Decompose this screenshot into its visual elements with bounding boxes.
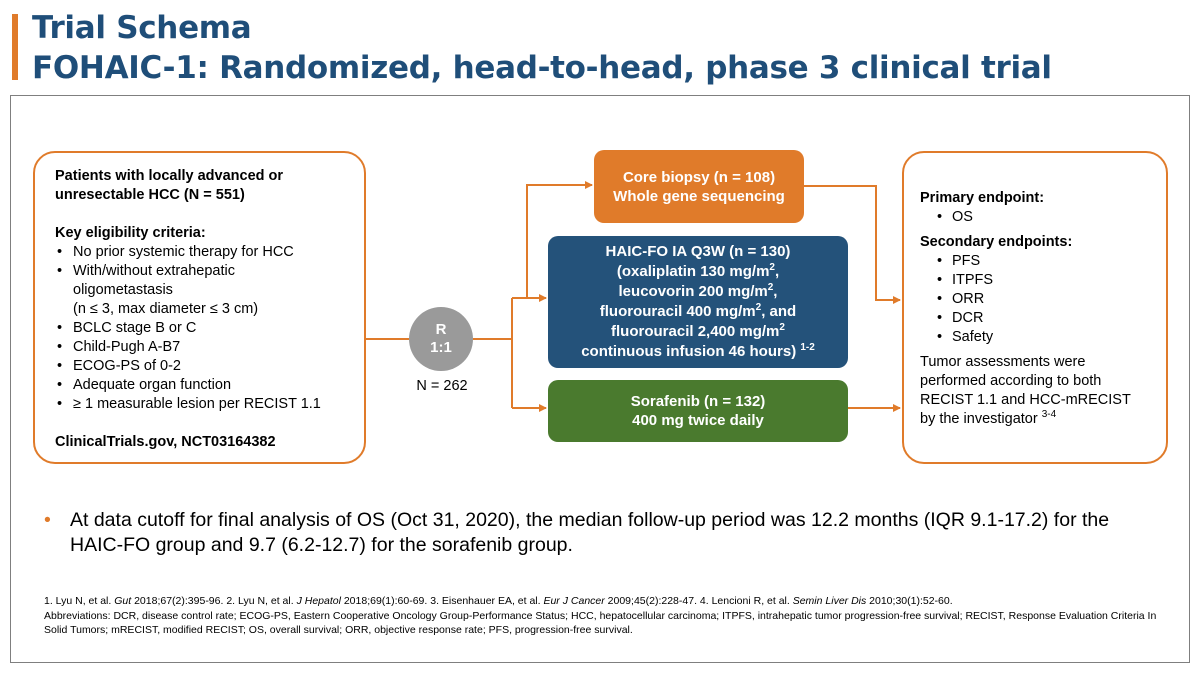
randomization-label: R bbox=[435, 321, 447, 338]
criteria-item: Adequate organ function bbox=[55, 376, 354, 395]
primary-endpoint-heading: Primary endpoint: bbox=[920, 190, 1045, 206]
registry-id: ClinicalTrials.gov, NCT03164382 bbox=[55, 434, 276, 450]
schema-frame bbox=[10, 95, 1190, 663]
criteria-list: No prior systemic therapy for HCC With/w… bbox=[55, 243, 354, 414]
patients-box: Patients with locally advanced or unrese… bbox=[33, 151, 366, 464]
endpoint-item: Safety bbox=[920, 328, 1154, 347]
randomized-count: N = 262 bbox=[416, 378, 468, 394]
references: 1. Lyu N, et al. Gut 2018;67(2):395-96. … bbox=[44, 595, 953, 607]
criteria-item: ≥ 1 measurable lesion per RECIST 1.1 bbox=[55, 395, 354, 414]
haic-arm-box: HAIC-FO IA Q3W (n = 130) (oxaliplatin 13… bbox=[548, 236, 848, 368]
secondary-endpoint-heading: Secondary endpoints: bbox=[920, 234, 1073, 250]
patients-heading-1: Patients with locally advanced or bbox=[55, 168, 284, 184]
endpoint-item: OS bbox=[920, 208, 1154, 227]
biopsy-detail: Whole gene sequencing bbox=[613, 187, 785, 205]
followup-bullet: • At data cutoff for final analysis of O… bbox=[44, 508, 1164, 558]
title-line-2: FOHAIC-1: Randomized, head-to-head, phas… bbox=[32, 50, 1052, 86]
randomization-circle: R 1:1 bbox=[409, 307, 473, 371]
criteria-item: No prior systemic therapy for HCC bbox=[55, 243, 354, 262]
sorafenib-arm-box: Sorafenib (n = 132) 400 mg twice daily bbox=[548, 380, 848, 442]
sorafenib-dose: 400 mg twice daily bbox=[632, 412, 764, 429]
haic-drug-2: leucovorin 200 mg/m2, bbox=[618, 282, 778, 301]
sorafenib-title: Sorafenib (n = 132) bbox=[630, 393, 766, 410]
biopsy-title: Core biopsy (n = 108) bbox=[622, 168, 776, 186]
assessment-note: Tumor assessments were performed accordi… bbox=[920, 354, 1131, 427]
haic-drug-1: (oxaliplatin 130 mg/m2, bbox=[616, 262, 780, 281]
criteria-item: BCLC stage B or C bbox=[55, 319, 354, 338]
endpoint-item: ORR bbox=[920, 290, 1154, 309]
assessment-ref: 3-4 bbox=[1041, 409, 1057, 421]
title-line-1: Trial Schema bbox=[32, 10, 252, 46]
criteria-item: With/without extrahepatic oligometastasi… bbox=[55, 262, 354, 319]
followup-text: At data cutoff for final analysis of OS … bbox=[70, 509, 1110, 556]
page-title: Trial Schema FOHAIC-1: Randomized, head-… bbox=[32, 8, 1052, 88]
criteria-item: Child-Pugh A-B7 bbox=[55, 338, 354, 357]
endpoint-item: PFS bbox=[920, 252, 1154, 271]
haic-drug-3: fluorouracil 400 mg/m2, and bbox=[599, 302, 797, 321]
endpoints-box: Primary endpoint: OS Secondary endpoints… bbox=[902, 151, 1168, 464]
title-accent-bar bbox=[12, 14, 18, 80]
bullet-marker: • bbox=[44, 509, 51, 531]
primary-endpoint-list: OS bbox=[920, 208, 1154, 227]
abbreviations: Abbreviations: DCR, disease control rate… bbox=[44, 609, 1157, 637]
haic-title: HAIC-FO IA Q3W (n = 130) bbox=[605, 243, 791, 260]
arrow-to-biopsy bbox=[526, 181, 593, 298]
endpoint-item: ITPFS bbox=[920, 271, 1154, 290]
criteria-heading: Key eligibility criteria: bbox=[55, 225, 206, 241]
secondary-endpoint-list: PFS ITPFS ORR DCR Safety bbox=[920, 252, 1154, 347]
biopsy-box: Core biopsy (n = 108) Whole gene sequenc… bbox=[594, 150, 804, 223]
haic-infusion: continuous infusion 46 hours) 1-2 bbox=[581, 342, 815, 361]
randomization-ratio: 1:1 bbox=[430, 339, 452, 356]
footnotes: 1. Lyu N, et al. Gut 2018;67(2):395-96. … bbox=[44, 594, 1174, 638]
arrow-biopsy-to-endpoints bbox=[804, 185, 901, 304]
haic-drug-4: fluorouracil 2,400 mg/m2 bbox=[611, 322, 785, 341]
criteria-item: ECOG-PS of 0-2 bbox=[55, 357, 354, 376]
haic-ref: 1-2 bbox=[800, 342, 815, 353]
endpoint-item: DCR bbox=[920, 309, 1154, 328]
patients-heading-2: unresectable HCC (N = 551) bbox=[55, 187, 245, 203]
